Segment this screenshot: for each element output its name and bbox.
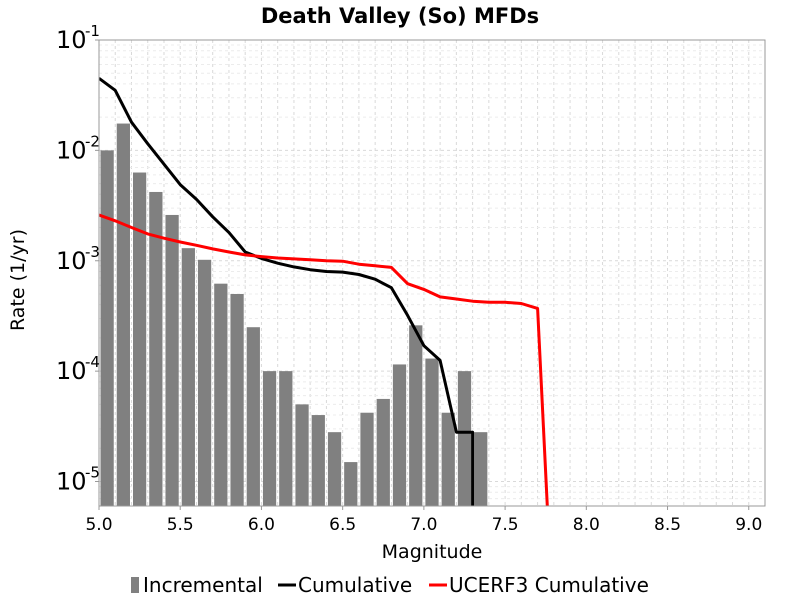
x-tick-label: 5.5 (167, 515, 194, 535)
legend-label-ucerf3-cumulative: UCERF3 Cumulative (449, 573, 649, 597)
legend-label-cumulative: Cumulative (298, 573, 412, 597)
y-tick-exponent: -3 (85, 243, 100, 261)
x-tick-label: 6.5 (329, 515, 356, 535)
x-tick-label: 7.0 (410, 515, 437, 535)
cumulative-lines (99, 77, 549, 506)
y-axis-label: Rate (1/yr) (7, 229, 29, 331)
x-axis-ticks: 5.0 5.5 6.0 6.5 7.0 7.5 8.0 8.5 9.0 (85, 506, 762, 535)
incremental-bar (376, 398, 390, 506)
incremental-bar (149, 191, 163, 506)
y-tick-exponent: -4 (85, 353, 100, 371)
incremental-bar (262, 371, 277, 506)
incremental-bar (409, 325, 423, 506)
incremental-bar (327, 432, 342, 506)
x-tick-label: 8.5 (654, 515, 681, 535)
legend-label-incremental: Incremental (143, 573, 263, 597)
legend: Incremental Cumulative UCERF3 Cumulative (131, 573, 649, 597)
x-axis-label: Magnitude (382, 541, 483, 563)
x-tick-label: 6.0 (248, 515, 275, 535)
legend-swatch-incremental (131, 577, 139, 593)
incremental-bar (344, 462, 358, 506)
incremental-bar (197, 259, 212, 506)
incremental-bar (474, 432, 488, 506)
legend-item-cumulative: Cumulative (278, 573, 412, 597)
x-tick-label: 8.0 (573, 515, 600, 535)
x-tick-label: 7.5 (492, 515, 519, 535)
incremental-bar (457, 371, 472, 506)
incremental-bar (116, 123, 130, 506)
y-tick-label: 10 (56, 357, 87, 385)
x-tick-label: 5.0 (85, 515, 112, 535)
incremental-bar (311, 415, 325, 506)
incremental-bar (132, 172, 147, 506)
incremental-bar (165, 214, 179, 506)
incremental-bar (214, 283, 228, 506)
x-tick-label: 9.0 (735, 515, 762, 535)
y-tick-exponent: -1 (85, 22, 100, 40)
incremental-bar (181, 248, 195, 506)
legend-item-incremental: Incremental (131, 573, 263, 597)
incremental-bar (100, 150, 114, 506)
y-tick-exponent: -5 (85, 464, 100, 482)
y-axis-ticks: 10-510-410-310-210-1 (56, 22, 100, 496)
y-tick-label: 10 (56, 247, 87, 275)
legend-item-ucerf3-cumulative: UCERF3 Cumulative (429, 573, 649, 597)
cumulative-line (99, 77, 475, 506)
ucerf3-cumulative-line (99, 213, 549, 506)
incremental-bar (246, 327, 260, 506)
incremental-bar (441, 412, 455, 506)
incremental-bar (230, 293, 244, 506)
incremental-bar (295, 404, 309, 506)
plot-border (98, 39, 766, 507)
incremental-bar (279, 371, 293, 506)
y-tick-label: 10 (56, 468, 87, 496)
incremental-bar (392, 364, 407, 506)
incremental-bars (100, 123, 488, 506)
y-tick-label: 10 (56, 26, 87, 54)
incremental-bar (425, 358, 439, 506)
incremental-bar (360, 412, 374, 506)
chart-title: Death Valley (So) MFDs (261, 4, 539, 28)
y-tick-exponent: -2 (85, 132, 100, 150)
y-tick-label: 10 (56, 136, 87, 164)
